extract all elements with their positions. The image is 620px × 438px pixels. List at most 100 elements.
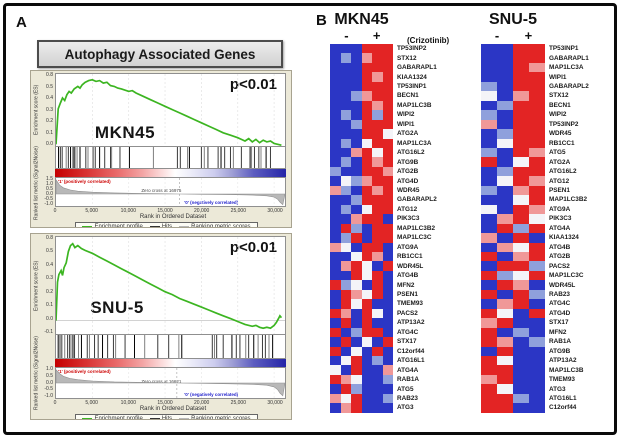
- heatmap-cell: [372, 72, 383, 82]
- x-tick-label: 15,000: [157, 400, 173, 406]
- heatmap-cell: [351, 91, 362, 101]
- heatmap-row: TMEM93: [330, 299, 437, 309]
- heatmap-row: ATP13A2: [481, 355, 589, 366]
- heatmap-row: MAP1LC3B: [481, 365, 589, 375]
- heatmap-cell: [330, 195, 341, 205]
- heatmap-cell: [361, 138, 372, 148]
- heatmap-row: WIPI2: [481, 110, 589, 120]
- heatmap-cell: [372, 81, 383, 92]
- enrichment-profile-curve: [56, 78, 282, 146]
- heatmap-cell: [513, 251, 529, 262]
- heatmap-cell: [497, 337, 513, 347]
- heatmap-row: ATG4A: [330, 365, 437, 375]
- legend-item: Ranking metric scores: [179, 416, 251, 419]
- heatmap-cell: [340, 44, 351, 54]
- heatmap-cell: [481, 318, 497, 328]
- heatmap-cell: [351, 110, 362, 120]
- es-axis-label: Enrichment score (ES): [33, 84, 40, 136]
- heatmap-cell: [382, 204, 393, 215]
- tick-label: 0.4: [46, 261, 53, 268]
- heatmap-cell: [529, 337, 545, 347]
- gene-label: ATG4C: [397, 328, 419, 336]
- heatmap-cell: [497, 119, 513, 130]
- heatmap-cell: [361, 318, 372, 328]
- heatmap-row: MAP1LC3A: [330, 138, 437, 148]
- heatmap-cell: [513, 365, 529, 375]
- heatmap-cell: [361, 384, 372, 394]
- heatmap-cell: [529, 44, 545, 54]
- es-tick-labels: 0.8 0.5 0.4 0.3 0.2 0.1 0.0 -0.1: [42, 236, 55, 335]
- heatmap-cell: [497, 261, 513, 271]
- heatmap-cell: [372, 100, 383, 111]
- tick-label: 0.1: [46, 302, 53, 309]
- heatmap-cell: [529, 327, 545, 338]
- heatmap-cell: [481, 233, 497, 243]
- heatmap-cell: [513, 337, 529, 347]
- heatmap-cell: [513, 384, 529, 394]
- gene-label: WDR45: [549, 130, 572, 138]
- heatmap-grid: TP53INP1 GABARAPL1 MAP1LC3A WIPI1 GABARAPL2 S…: [481, 44, 589, 413]
- es-axis-label: Enrichment score (ES): [33, 260, 40, 311]
- heatmap-cell: [340, 299, 351, 309]
- tick-label: 1.0: [46, 366, 53, 372]
- heatmap-cell: [361, 299, 372, 309]
- heatmap-row: PACS2: [330, 308, 437, 319]
- heatmap-cell: [351, 195, 362, 205]
- heatmap-cell: [361, 81, 372, 92]
- heatmap-cell: [481, 270, 497, 281]
- heatmap-cell: [481, 223, 497, 234]
- heatmap-cell: [513, 214, 529, 224]
- x-tick-label: 30,000: [267, 208, 283, 214]
- heatmap-row: WIPI1: [330, 119, 437, 130]
- condition-signs: - +: [330, 29, 393, 44]
- gene-label: ATP13A2: [397, 319, 425, 327]
- gene-label: WIPI1: [549, 73, 567, 81]
- gene-label: ATG4A: [549, 224, 571, 232]
- heatmap-row: KIAA1324: [330, 72, 437, 82]
- heatmap-cell: [372, 147, 383, 158]
- heatmap-cell: [372, 365, 383, 375]
- heatmap-cell: [361, 223, 372, 234]
- heatmap-cell: [481, 53, 497, 63]
- heatmap-cell: [529, 147, 545, 158]
- heatmap-cell: [361, 365, 372, 375]
- heatmap-cell: [481, 261, 497, 271]
- heatmap-cell: [497, 251, 513, 262]
- heatmap-cell: [340, 318, 351, 328]
- heatmap-cell: [529, 157, 545, 167]
- heatmap-cell: [497, 44, 513, 54]
- heatmap-cell: [351, 355, 362, 366]
- minus-sign: -: [344, 28, 349, 43]
- legend-swatch: [179, 226, 190, 227]
- heatmap-cell: [481, 72, 497, 82]
- x-axis-label: Rank in Ordered Dataset: [139, 406, 207, 412]
- heatmap-cell: [351, 214, 362, 224]
- heatmap-cell: [372, 393, 383, 404]
- gene-label: WDR45L: [549, 281, 576, 289]
- heatmap-cell: [497, 308, 513, 319]
- heatmap-cell: [382, 337, 393, 347]
- heatmap-row: ATG4B: [481, 242, 589, 252]
- heatmap-row: RAB1A: [481, 337, 589, 347]
- heatmap-row: PACS2: [481, 261, 589, 271]
- heatmap-cell: [351, 299, 362, 309]
- heatmap-cell: [351, 100, 362, 111]
- p-value: p<0.01: [229, 76, 277, 93]
- heatmap-cell: [382, 62, 393, 73]
- heatmap-cell: [340, 289, 351, 300]
- positively-correlated-label: '1' (positively correlated): [58, 369, 111, 374]
- zero-cross-label: Zero cross at 16621: [141, 378, 182, 384]
- heatmap-cell: [382, 327, 393, 338]
- legend-label: Hits: [161, 416, 173, 420]
- gene-label: MAP1LC3B: [549, 366, 584, 374]
- heatmap-row: WDR45: [481, 129, 589, 139]
- gene-label: ATG9B: [397, 158, 419, 166]
- rank-metric-axis-label: Ranked list metric (Signal2Noise): [33, 336, 40, 410]
- heatmap-cell: [351, 223, 362, 234]
- heatmap-row: ATG2B: [481, 251, 589, 262]
- heatmap-cell: [372, 53, 383, 63]
- heatmap-cell: [340, 62, 351, 73]
- heatmap-title: MKN45: [334, 11, 389, 28]
- gene-label: ATG9B: [549, 347, 571, 355]
- legend-swatch: [149, 418, 160, 419]
